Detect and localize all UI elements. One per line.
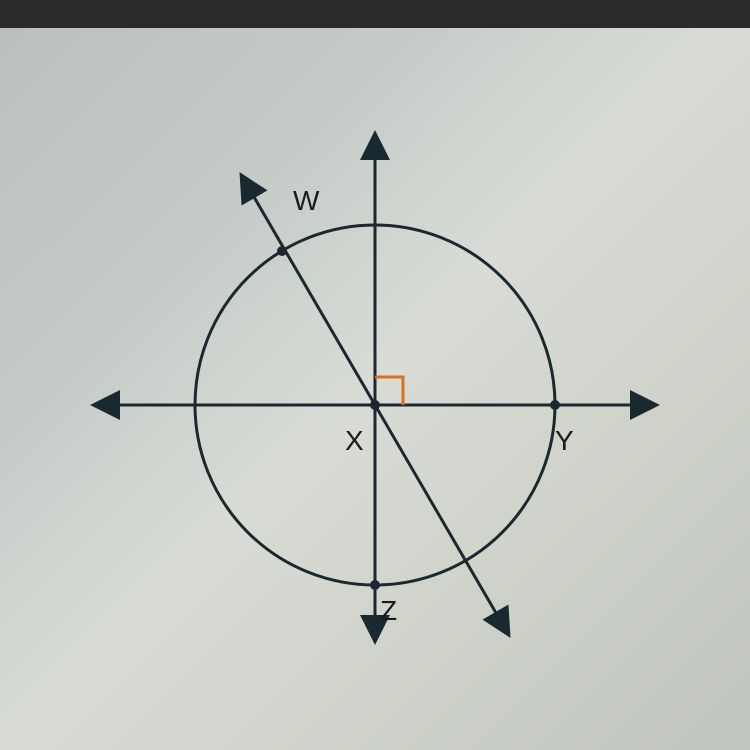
point-x-marker (370, 400, 380, 410)
point-z-marker (370, 580, 380, 590)
point-w-marker (277, 246, 287, 256)
diagram-svg (75, 75, 675, 675)
label-w: W (293, 185, 319, 217)
point-y-marker (550, 400, 560, 410)
label-y: Y (555, 425, 574, 457)
label-z: Z (380, 595, 397, 627)
geometry-diagram: W X Y Z (75, 75, 675, 675)
right-angle-marker (375, 377, 403, 405)
label-x: X (345, 425, 364, 457)
top-bar (0, 0, 750, 28)
